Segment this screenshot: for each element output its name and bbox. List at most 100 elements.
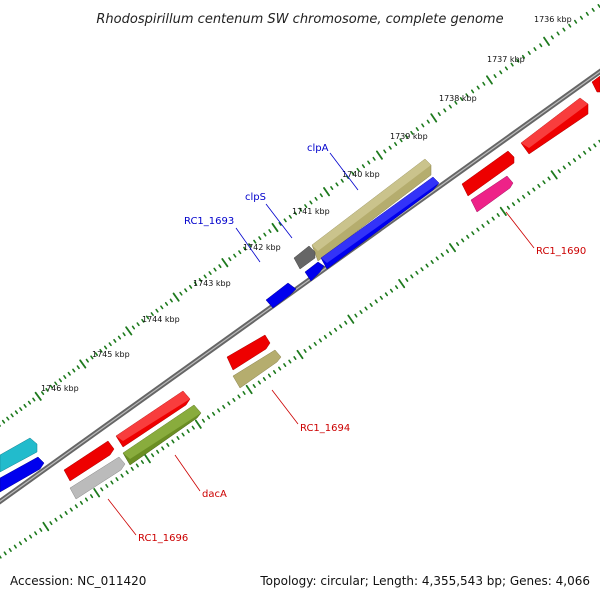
inner-minor-tick [69, 507, 73, 512]
gene-label-RC1_1693[interactable]: RC1_1693 [184, 216, 234, 227]
outer-minor-tick [49, 384, 54, 389]
tick-label-1740: 1740 kbp [342, 170, 380, 179]
outer-minor-tick [482, 81, 486, 86]
inner-major-tick [144, 453, 151, 464]
inner-minor-tick [191, 425, 195, 430]
gene-label-RC1_1694[interactable]: RC1_1694 [300, 423, 350, 434]
connector-RC1_1693 [235, 227, 261, 263]
inner-minor-tick [54, 517, 58, 522]
inner-minor-tick [166, 442, 170, 447]
gene-feature-red-1696[interactable] [63, 440, 115, 482]
outer-minor-tick [243, 246, 247, 251]
inner-minor-tick [90, 494, 94, 499]
tick-label-1736: 1736 kbp [534, 15, 572, 24]
inner-minor-tick [572, 158, 577, 163]
tick-label-1739: 1739 kbp [390, 132, 428, 141]
inner-minor-tick [161, 446, 165, 451]
inner-minor-tick [486, 220, 490, 225]
tick-label-1742: 1742 kbp [243, 243, 281, 252]
inner-minor-tick [481, 223, 485, 228]
inner-minor-tick [288, 359, 292, 364]
inner-minor-tick [64, 511, 68, 516]
outer-minor-tick [94, 352, 99, 357]
inner-minor-tick [39, 527, 43, 532]
outer-major-tick [271, 222, 279, 233]
gene-label-dacA[interactable]: dacA [202, 489, 227, 500]
gene-feature-red-reverse-1[interactable] [461, 150, 515, 197]
inner-minor-tick [156, 449, 160, 454]
outer-minor-tick [351, 171, 355, 176]
outer-minor-tick [437, 112, 441, 117]
inner-minor-tick [23, 537, 28, 542]
gene-label-RC1_1696[interactable]: RC1_1696 [138, 533, 188, 544]
inner-major-tick [42, 521, 50, 532]
inner-minor-tick [140, 460, 144, 465]
inner-minor-tick [217, 408, 221, 413]
outer-minor-tick [591, 7, 595, 12]
outer-minor-tick [108, 342, 112, 347]
inner-minor-tick [115, 477, 119, 482]
inner-minor-tick [130, 466, 134, 471]
inner-minor-tick [201, 418, 205, 423]
outer-minor-tick [383, 149, 387, 154]
inner-minor-tick [232, 397, 236, 402]
inner-minor-tick [420, 267, 424, 272]
connector-clpS [265, 203, 293, 239]
inner-minor-tick [471, 231, 475, 236]
inner-minor-tick [84, 497, 89, 502]
outer-minor-tick [155, 308, 159, 313]
gene-feature-RC1_1693[interactable] [265, 282, 297, 309]
inner-minor-tick [445, 249, 450, 254]
connector-clpA [329, 152, 359, 191]
outer-minor-tick [454, 100, 458, 105]
label-connectors [107, 152, 535, 536]
outer-minor-tick [14, 410, 19, 415]
gene-feature-RC1_1694[interactable] [232, 349, 282, 389]
gene-feature-RC1_1690[interactable] [470, 175, 514, 213]
outer-minor-tick [579, 15, 584, 20]
gene-label-clpA[interactable]: clpA [307, 143, 329, 154]
outer-major-tick [486, 75, 493, 85]
tick-label-1738: 1738 kbp [439, 94, 477, 103]
outer-minor-tick [63, 375, 67, 379]
outer-minor-tick [23, 403, 27, 408]
gene-feature-red-dacA-top-shade [116, 391, 190, 441]
connector-RC1_1690 [505, 211, 535, 249]
inner-minor-tick [577, 154, 582, 159]
inner-major-tick [93, 488, 101, 498]
inner-minor-tick [323, 334, 328, 339]
outer-minor-tick [213, 267, 217, 272]
inner-minor-tick [593, 143, 597, 148]
inner-minor-tick [339, 324, 343, 329]
inner-minor-tick [8, 548, 12, 552]
outer-major-tick [375, 150, 383, 160]
gene-feature-RC1_1696[interactable] [69, 456, 126, 500]
gene-feature-blue-long-shade [321, 177, 439, 263]
inner-major-tick [398, 278, 406, 289]
inner-minor-tick [34, 531, 38, 536]
gene-label-clpS[interactable]: clpS [245, 192, 266, 203]
inner-minor-tick [328, 331, 333, 336]
outer-minor-tick [415, 127, 419, 132]
inner-minor-tick [278, 366, 282, 371]
inner-major-tick [347, 314, 355, 324]
outer-minor-tick [113, 338, 117, 343]
outer-major-tick [79, 359, 87, 369]
inner-minor-tick [527, 191, 531, 196]
gene-feature-red-1694[interactable] [226, 334, 271, 371]
gene-feature-cyan-edge[interactable] [0, 437, 38, 473]
outer-minor-tick [493, 74, 497, 79]
inner-minor-tick [293, 356, 297, 360]
outer-minor-tick [568, 23, 572, 28]
gene-feature-clpS[interactable] [293, 245, 316, 270]
inner-minor-tick [222, 404, 226, 409]
inner-minor-tick [389, 288, 394, 293]
tick-label-1745: 1745 kbp [92, 350, 130, 359]
inner-minor-tick [110, 480, 114, 485]
inner-minor-tick [262, 377, 267, 382]
gene-feature-red-top-2[interactable] [591, 75, 600, 93]
gene-label-RC1_1690[interactable]: RC1_1690 [536, 246, 586, 257]
gene-feature-blue-edge[interactable] [0, 456, 45, 493]
gene-feature-blue-small[interactable] [304, 261, 325, 282]
outer-minor-tick [72, 368, 76, 373]
